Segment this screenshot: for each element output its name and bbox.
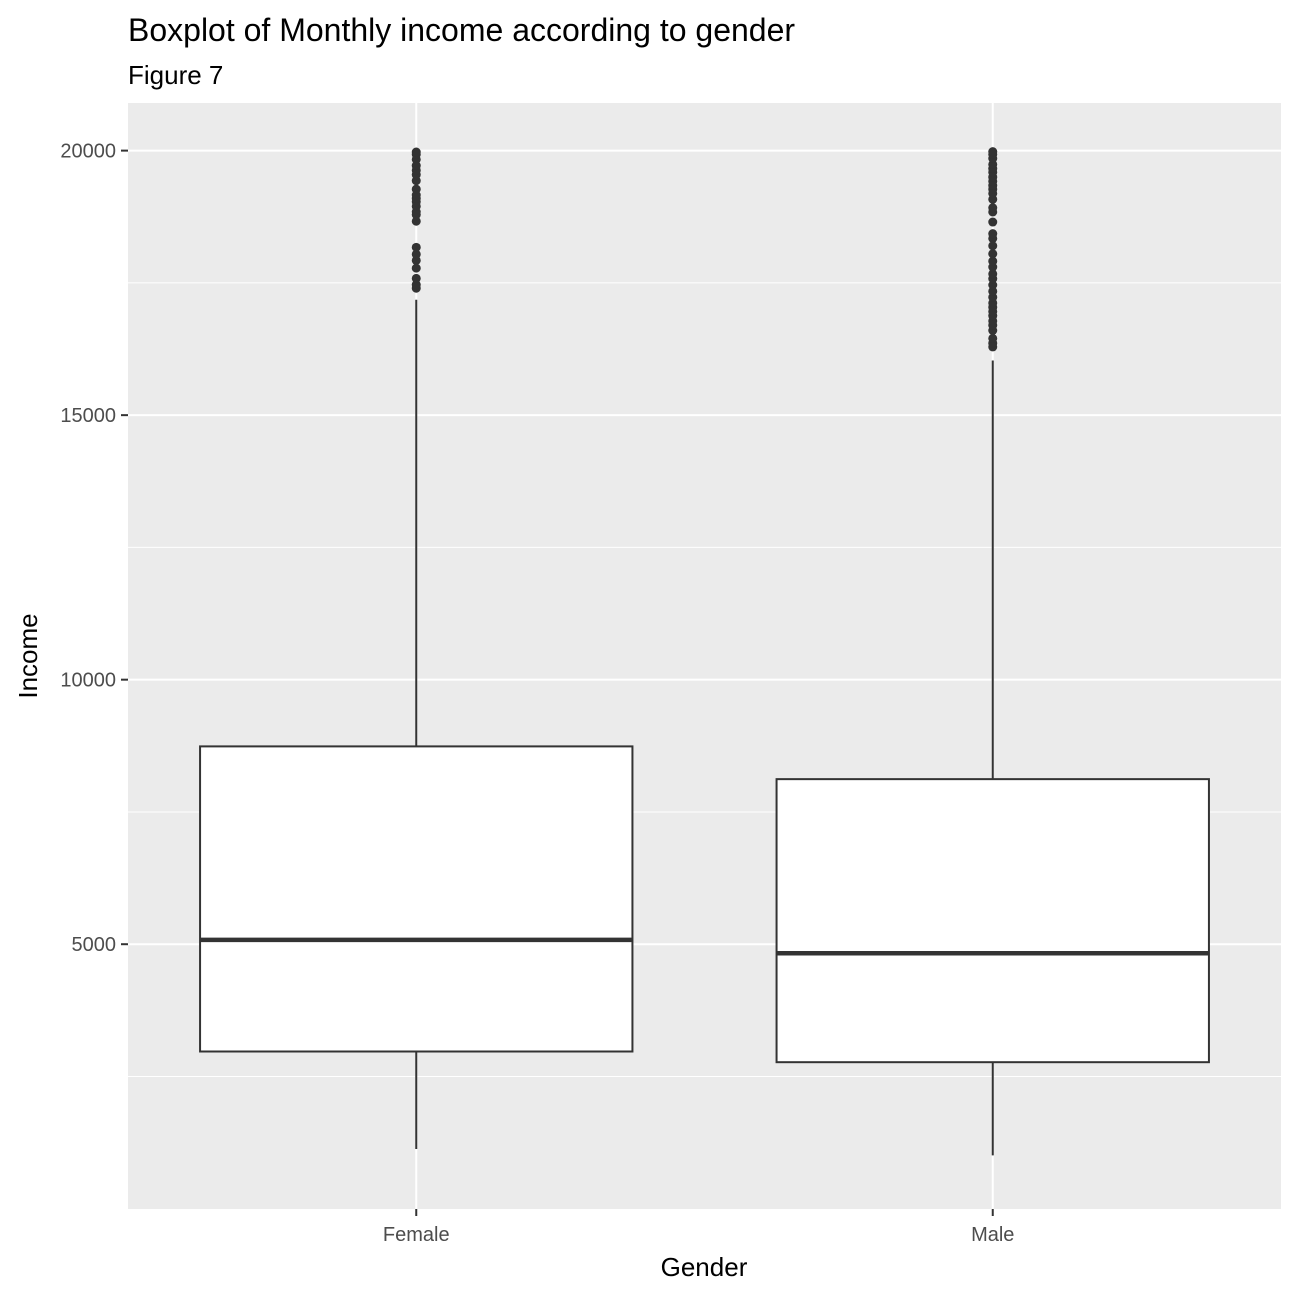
outlier-point <box>411 184 421 194</box>
outlier-point <box>988 269 998 279</box>
y-tick-label: 15000 <box>60 405 116 427</box>
chart-subtitle: Figure 7 <box>128 60 223 90</box>
box-female <box>199 147 634 1150</box>
outlier-point <box>988 147 998 157</box>
outlier-point <box>988 217 998 227</box>
y-tick-label: 20000 <box>60 141 116 163</box>
x-axis: Female Male <box>383 1209 1014 1246</box>
outlier-point <box>988 241 998 251</box>
y-tick-label: 10000 <box>60 670 116 692</box>
outlier-point <box>411 216 421 226</box>
outlier-point <box>988 280 998 290</box>
iqr-box <box>775 778 1210 1064</box>
outlier-point <box>411 255 421 265</box>
x-tick-label: Female <box>383 1224 450 1246</box>
outlier-point <box>411 249 421 259</box>
chart-title: Boxplot of Monthly income according to g… <box>128 12 795 48</box>
outlier-point <box>988 286 998 296</box>
box-male <box>775 147 1210 1156</box>
y-tick-label: 5000 <box>72 934 117 956</box>
y-axis-title: Income <box>13 613 43 698</box>
iqr-box <box>199 745 634 1053</box>
x-axis-title: Gender <box>661 1252 748 1282</box>
outlier-point <box>988 229 998 239</box>
outlier-point <box>411 273 421 283</box>
boxplot-series <box>199 147 1210 1156</box>
outlier-point <box>988 203 998 213</box>
outlier-point <box>411 147 421 157</box>
outlier-point <box>988 333 998 343</box>
y-axis: 5000 10000 15000 20000 <box>60 141 128 956</box>
outlier-point <box>411 280 421 290</box>
outlier-point <box>988 249 998 259</box>
x-tick-label: Male <box>971 1224 1014 1246</box>
outlier-point <box>411 263 421 273</box>
outlier-point <box>988 256 998 266</box>
outlier-point <box>411 242 421 252</box>
